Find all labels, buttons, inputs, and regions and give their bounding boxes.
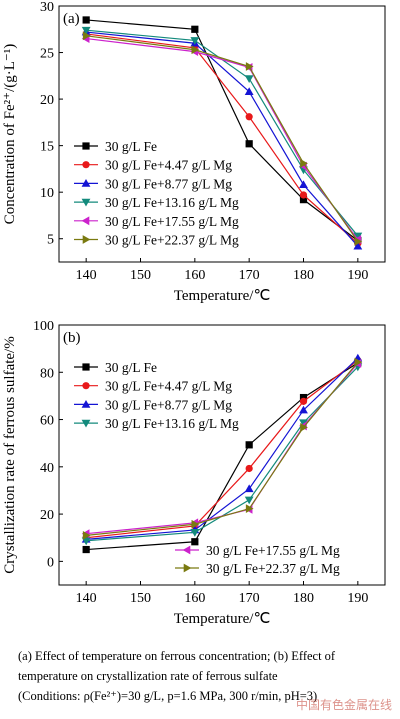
caption-line-2: temperature on crystallization rate of f… <box>18 669 278 683</box>
data-point <box>190 528 200 537</box>
data-point <box>244 484 254 493</box>
legend-marker <box>82 161 90 169</box>
data-point <box>300 422 308 432</box>
legend-label: 30 g/L Fe+8.77 g/L Mg <box>105 397 232 412</box>
data-point <box>299 405 308 414</box>
x-tick-label: 170 <box>239 268 260 283</box>
x-axis-label: Temperature/℃ <box>174 288 271 304</box>
x-axis-label: Temperature/℃ <box>174 611 271 627</box>
data-point <box>300 158 308 168</box>
data-point <box>245 441 253 449</box>
plot-frame <box>58 5 386 263</box>
data-point <box>245 140 253 148</box>
y-tick-label: 0 <box>47 555 54 570</box>
data-point <box>191 45 200 55</box>
data-point <box>82 545 90 554</box>
data-point <box>245 113 253 121</box>
panel-a: 140 150 160 170 180 190 5 10 15 20 25 30 Temperature… <box>2 0 386 304</box>
legend-marker <box>81 179 91 187</box>
legend-label: 30 g/L Fe+17.55 g/L Mg <box>206 543 340 558</box>
data-point <box>299 393 308 402</box>
panel-label: (b) <box>63 330 81 346</box>
data-point <box>354 237 363 246</box>
data-point <box>190 37 200 45</box>
data-point <box>245 504 254 514</box>
caption-line-1: (a) Effect of temperature on ferrous con… <box>18 649 336 663</box>
x-tick-label: 160 <box>184 591 205 606</box>
x-tick-label: 170 <box>239 591 260 606</box>
data-point <box>191 519 200 529</box>
legend-marker <box>81 216 90 226</box>
legend-marker <box>81 198 91 207</box>
y-tick-label: 15 <box>40 140 54 155</box>
legend-label: 30 g/L Fe+13.16 g/L Mg <box>105 195 239 210</box>
y-tick-label: 40 <box>40 461 54 476</box>
data-point <box>299 196 308 204</box>
legend-label: 30 g/L Fe+22.37 g/L Mg <box>105 233 239 248</box>
legend-label: 30 g/L Fe+17.55 g/L Mg <box>105 214 239 229</box>
x-tick-label: 140 <box>76 591 97 606</box>
legend-marker <box>183 563 192 573</box>
data-point <box>81 26 91 35</box>
y-tick-label: 5 <box>47 233 54 248</box>
y-tick-label: 25 <box>40 47 54 62</box>
legend-label: 30 g/L Fe <box>105 360 157 375</box>
data-point <box>81 537 91 546</box>
legend-label: 30 g/L Fe+4.47 g/L Mg <box>105 158 232 173</box>
data-point <box>244 496 254 505</box>
data-point <box>191 25 199 33</box>
data-point <box>299 180 308 189</box>
y-tick-label: 80 <box>40 366 54 381</box>
y-tick-label: 10 <box>40 186 54 201</box>
y-tick-label: 20 <box>40 93 54 108</box>
x-tick-label: 190 <box>347 591 368 606</box>
legend-marker <box>82 235 91 244</box>
x-tick-label: 150 <box>130 268 151 283</box>
data-point <box>299 397 308 405</box>
data-point <box>244 87 254 95</box>
panel-b: 140 150 160 170 180 190 0 20 40 60 80 100 Temperatur… <box>2 319 386 627</box>
data-point <box>82 16 90 24</box>
legend-marker <box>82 142 90 150</box>
legend-marker <box>182 545 191 555</box>
legend-marker <box>81 400 91 408</box>
legend-label: 30 g/L Fe+13.16 g/L Mg <box>105 416 239 431</box>
data-point <box>299 419 308 428</box>
data-point <box>82 31 91 41</box>
legend-label: 30 g/L Fe+22.37 g/L Mg <box>206 561 340 576</box>
legend-marker <box>82 382 90 390</box>
y-axis-label: Concentration of Fe²⁺/(g·L⁻¹) <box>2 44 18 225</box>
figure: 140 150 160 170 180 190 5 10 15 20 25 30 Temperature… <box>2 0 386 627</box>
legend-label: 30 g/L Fe+4.47 g/L Mg <box>105 379 232 394</box>
caption-line-3: (Conditions: ρ(Fe²⁺)=30 g/L, p=1.6 MPa, … <box>18 689 318 703</box>
data-point <box>353 241 363 250</box>
legend-label: 30 g/L Fe+8.77 g/L Mg <box>105 176 232 191</box>
x-tick-label: 190 <box>347 268 368 283</box>
data-point <box>191 538 199 546</box>
y-tick-label: 30 <box>40 0 54 15</box>
x-tick-label: 140 <box>76 268 97 283</box>
data-point <box>354 357 363 367</box>
x-tick-label: 180 <box>293 591 314 606</box>
plot-frame <box>58 324 386 586</box>
data-point <box>244 75 254 84</box>
x-tick-label: 150 <box>130 591 151 606</box>
data-point <box>82 530 91 540</box>
data-point <box>245 464 253 473</box>
x-tick-label: 160 <box>184 268 205 283</box>
x-tick-label: 180 <box>293 268 314 283</box>
figure-caption: (a) Effect of temperature on ferrous con… <box>18 646 388 706</box>
data-point <box>299 191 308 199</box>
panel-label: (a) <box>63 11 80 27</box>
legend-marker <box>81 419 91 428</box>
legend-marker <box>82 363 90 371</box>
y-axis-label: Crystallization rate of ferrous sulfate/… <box>2 336 18 573</box>
y-tick-label: 20 <box>40 508 54 523</box>
y-tick-label: 100 <box>33 319 54 334</box>
legend-label: 30 g/L Fe <box>105 139 157 154</box>
y-tick-label: 60 <box>40 414 54 429</box>
watermark: 中国有色金属在线 <box>295 698 392 712</box>
data-point <box>353 232 363 241</box>
data-point <box>245 62 254 71</box>
